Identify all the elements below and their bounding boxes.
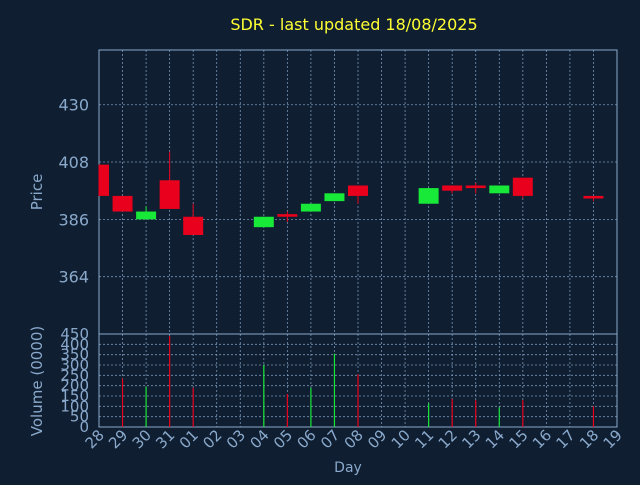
day-tick-label: 19: [600, 426, 626, 452]
day-tick-label: 11: [411, 426, 437, 452]
day-tick-label: 12: [435, 426, 461, 452]
volume-tick-label: 450: [60, 325, 89, 343]
candle-body: [583, 195, 604, 199]
candle-18: [583, 195, 604, 202]
day-axis-label: Day: [334, 460, 362, 476]
candle-body: [348, 185, 368, 196]
candle-08: [348, 185, 368, 204]
candle-body: [465, 185, 486, 189]
candle-31: [159, 151, 180, 209]
day-tick-label: 08: [341, 426, 367, 452]
volume-tick-label: 150: [60, 387, 89, 405]
day-tick-label: 03: [223, 426, 249, 452]
candle-body: [324, 193, 345, 202]
candle-13: [465, 182, 486, 194]
day-tick-label: 05: [270, 426, 296, 452]
candle-body: [136, 211, 157, 220]
day-tick-label: 31: [152, 426, 178, 452]
volume-tick-label: 200: [60, 377, 89, 395]
day-axis: 2829303101020304050607080910111213141516…: [82, 426, 626, 452]
candle-06: [300, 203, 321, 212]
candle-body: [442, 185, 463, 191]
day-tick-label: 30: [129, 426, 155, 452]
day-tick-label: 13: [458, 426, 484, 452]
day-tick-label: 17: [553, 426, 579, 452]
candle-29: [112, 195, 133, 212]
volume-tick-label: 0: [79, 418, 89, 436]
volume-tick-label: 250: [60, 366, 89, 384]
candle-05: [277, 211, 298, 222]
price-panel: 364 386 408 430: [58, 49, 618, 335]
candle-14: [489, 185, 510, 194]
day-tick-label: 29: [105, 426, 131, 452]
candle-15: [512, 177, 533, 199]
candle-body: [300, 203, 321, 212]
day-tick-label: 18: [576, 426, 602, 452]
volume-tick-label: 350: [60, 346, 89, 364]
volume-axis-label: Volume (0000): [28, 326, 46, 436]
day-tick-label: 16: [529, 426, 555, 452]
candle-12: [442, 185, 463, 194]
candle-body: [418, 188, 439, 204]
day-tick-label: 14: [482, 426, 508, 452]
candle-body: [277, 214, 298, 217]
day-tick-label: 06: [294, 426, 320, 452]
day-tick-label: 10: [388, 426, 414, 452]
day-tick-label: 01: [176, 426, 202, 452]
candle-11: [418, 188, 439, 204]
candle-body: [112, 195, 133, 212]
volume-tick-label: 300: [60, 356, 89, 374]
volume-tick-label: 100: [60, 397, 89, 415]
price-axis-label: Price: [28, 174, 46, 211]
day-tick-label: 15: [505, 426, 531, 452]
candle-body: [489, 185, 510, 194]
candle-body: [512, 177, 533, 196]
day-tick-label: 07: [317, 426, 343, 452]
volume-tick-label: 50: [70, 408, 89, 426]
price-tick-label: 386: [58, 210, 89, 229]
price-tick-label: 408: [58, 153, 89, 172]
price-tick-label: 364: [58, 268, 89, 287]
day-tick-label: 04: [246, 426, 272, 452]
candle-body: [99, 164, 109, 196]
candle-body: [183, 216, 204, 235]
candle-30: [136, 206, 157, 220]
candle-body: [159, 180, 180, 209]
chart-title: SDR - last updated 18/08/2025: [230, 15, 477, 34]
day-tick-label: 02: [199, 426, 225, 452]
candle-body: [253, 216, 274, 228]
volume-tick-label: 400: [60, 335, 89, 353]
candle-04: [253, 216, 274, 228]
candle-07: [324, 193, 345, 202]
price-tick-label: 430: [58, 96, 89, 115]
candle-28: [98, 164, 109, 196]
day-tick-label: 09: [364, 426, 390, 452]
candle-01: [183, 203, 204, 235]
